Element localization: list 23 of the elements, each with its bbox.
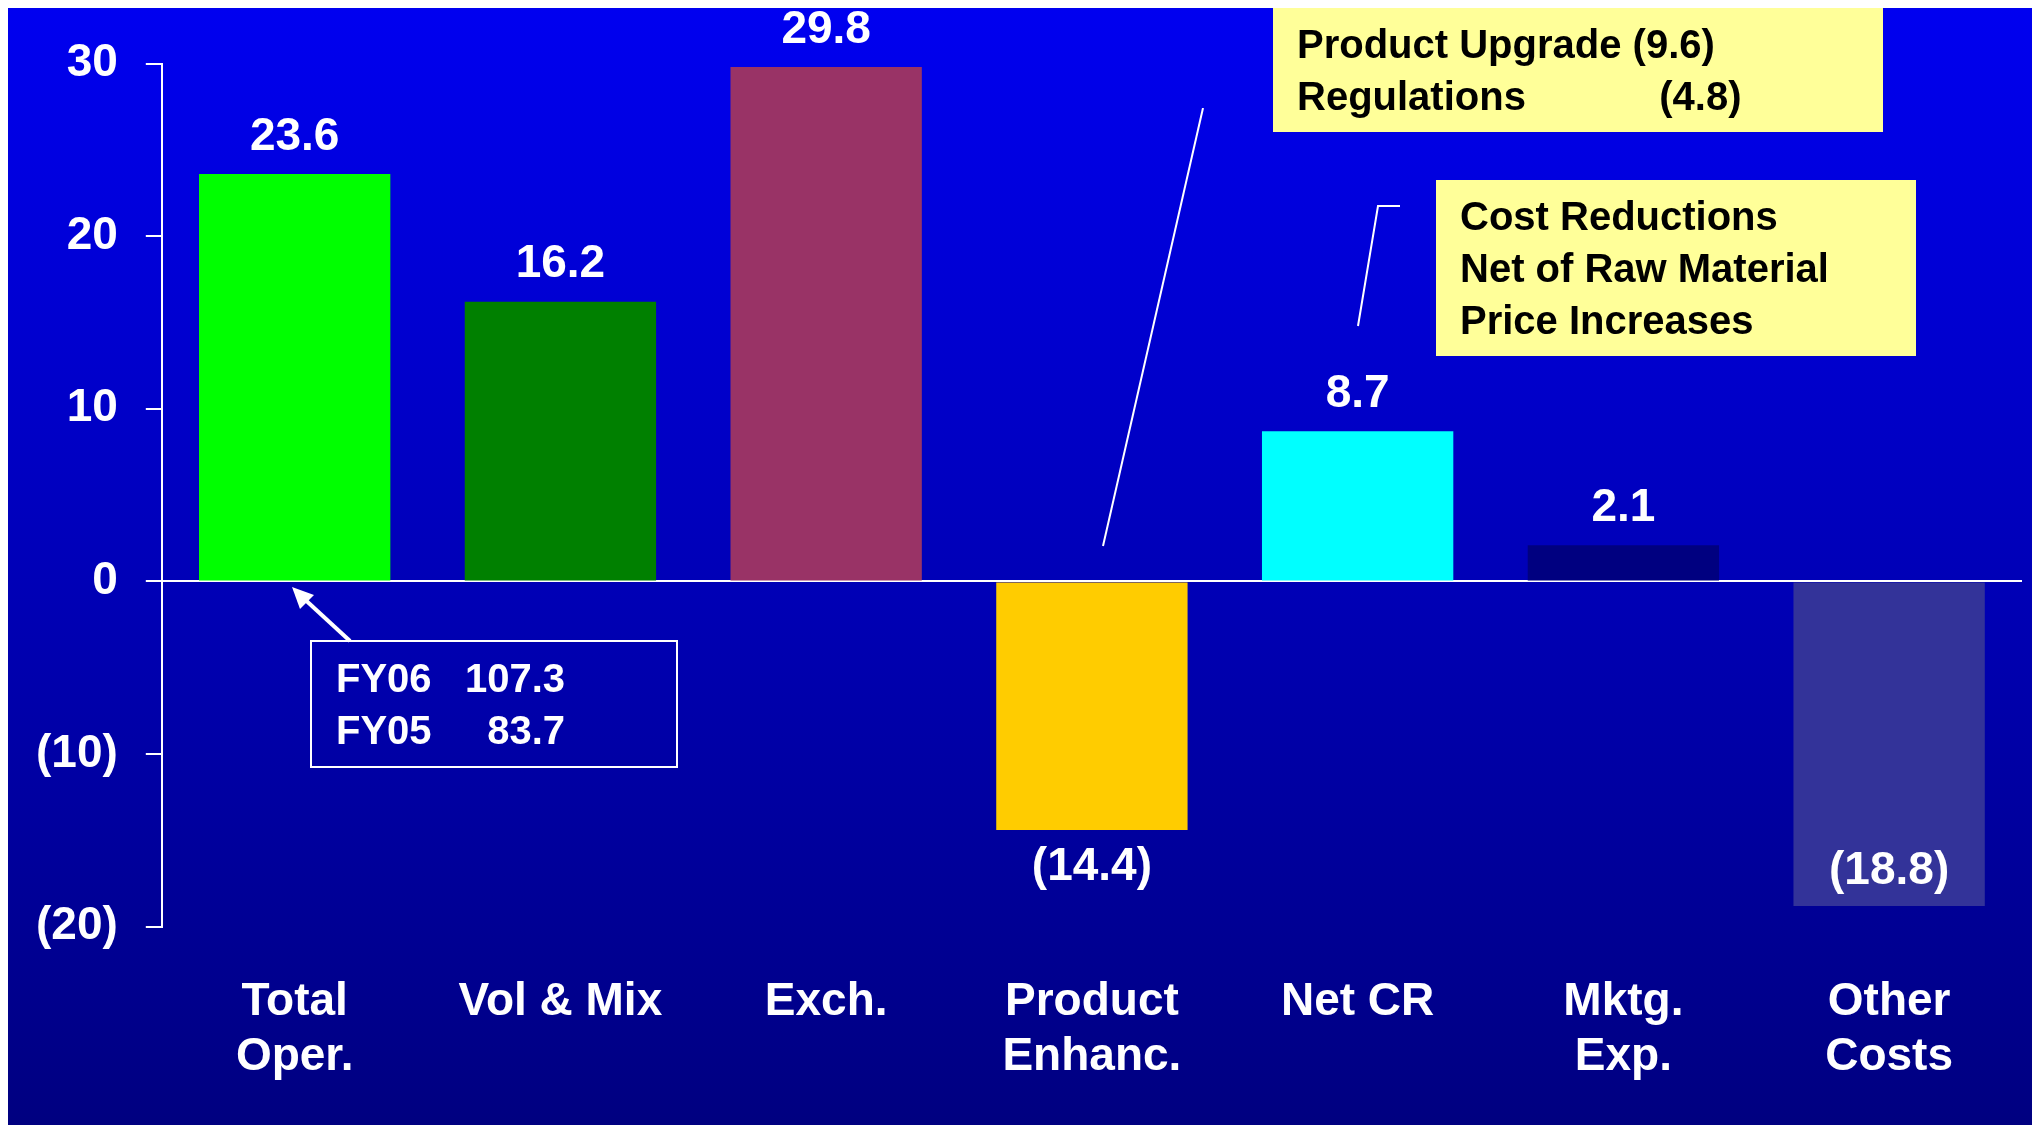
- data-label: (18.8): [1829, 841, 1950, 894]
- data-label: 29.8: [781, 0, 871, 53]
- x-tick-label: Mktg. Exp.: [1563, 972, 1684, 1081]
- x-tick-label: Other Costs: [1825, 972, 1954, 1081]
- y-tick-label: 10: [66, 379, 118, 432]
- y-tick-label: 20: [66, 206, 118, 259]
- callout-box: FY06 107.3 FY05 83.7: [310, 640, 678, 768]
- data-label: 16.2: [515, 235, 606, 288]
- y-tick-label: 0: [92, 552, 118, 605]
- data-label: 8.7: [1325, 364, 1390, 417]
- x-tick-label: Product Enhanc.: [1002, 972, 1182, 1081]
- data-label: (14.4): [1031, 837, 1152, 890]
- y-tick-label: (20): [35, 897, 118, 950]
- data-label: 2.1: [1591, 478, 1656, 531]
- x-tick-label: Net CR: [1280, 972, 1435, 1025]
- callout-box: Product Upgrade (9.6) Regulations (4.8): [1273, 8, 1883, 132]
- x-tick-label: Vol & Mix: [458, 972, 663, 1025]
- x-tick-label: Total Oper.: [235, 972, 354, 1081]
- y-tick-label: 30: [66, 34, 118, 87]
- y-tick-label: (10): [35, 724, 118, 777]
- x-tick-label: Exch.: [764, 972, 888, 1025]
- data-label: 23.6: [249, 107, 340, 160]
- callout-box: Cost Reductions Net of Raw Material Price Increases: [1436, 180, 1916, 356]
